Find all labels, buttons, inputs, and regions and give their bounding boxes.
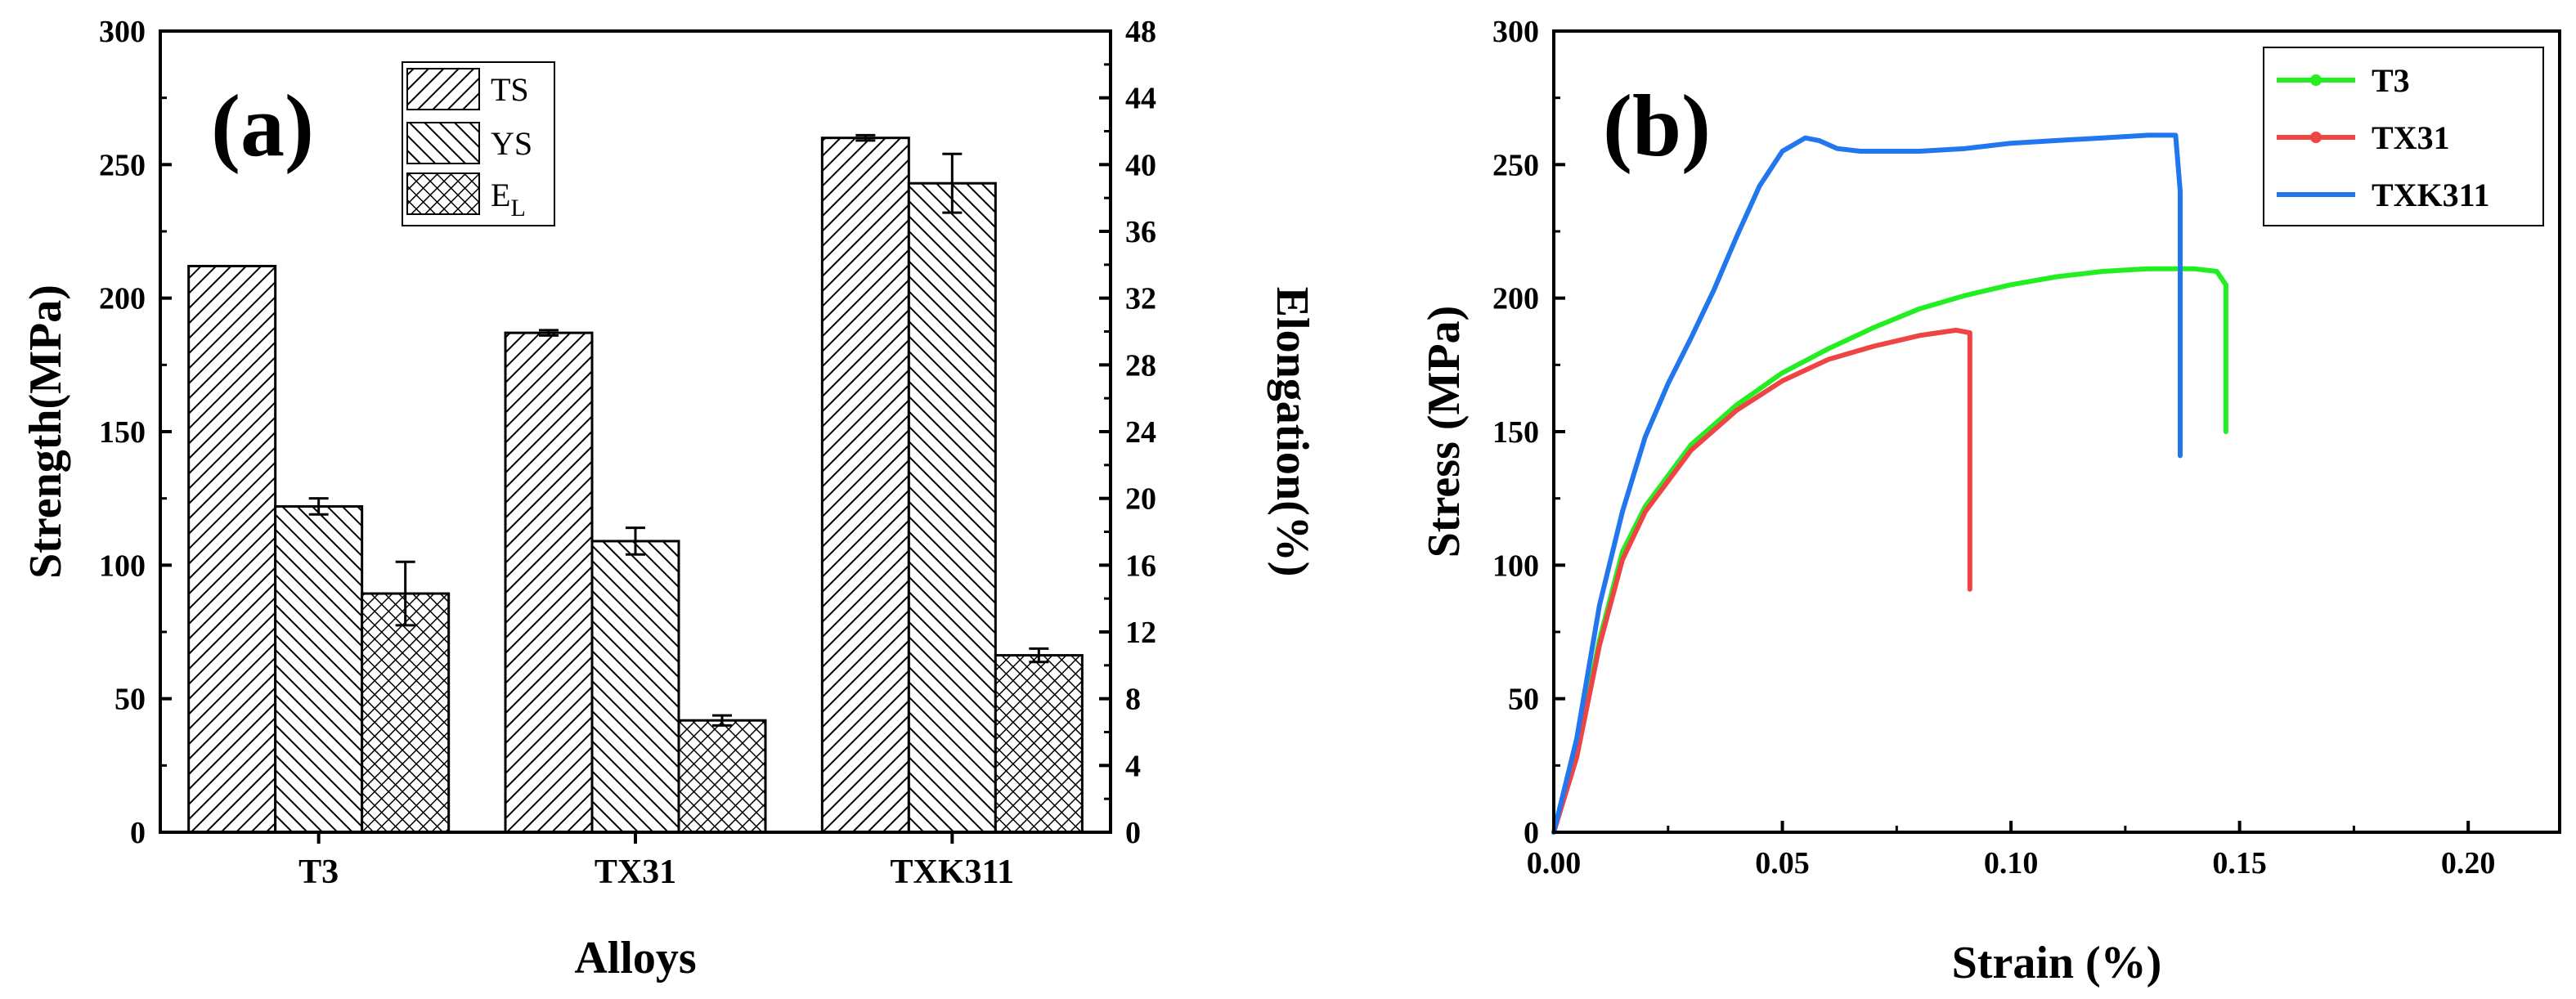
b-x-tick-label: 0.10	[1984, 846, 2039, 880]
legend-label-el-subscript: L	[510, 195, 525, 222]
legend-swatch-el	[406, 172, 480, 215]
bar-ys-txk311	[907, 181, 997, 834]
bar-ts-txk311	[820, 137, 910, 834]
legend-label-t3: T3	[2372, 62, 2410, 99]
a-right-tick-label: 24	[1125, 415, 1156, 450]
a-right-tick-label: 40	[1125, 148, 1156, 182]
curve-t3	[1551, 266, 2228, 835]
curve-txk311	[1551, 132, 2183, 835]
b-x-tick-label: 0.20	[2441, 846, 2496, 880]
bar-ts-tx31	[504, 331, 594, 834]
a-left-tick-label: 300	[99, 15, 146, 49]
a-left-tick-label: 200	[99, 282, 146, 316]
panel-a-error-bars	[308, 133, 1049, 727]
panel-a-category-axis: T3 TX31 TXK311	[298, 832, 1014, 891]
bar-el-tx31	[677, 719, 767, 834]
panel-a-legend: TS YS EL	[402, 61, 555, 226]
a-left-tick-label: 250	[99, 148, 146, 182]
a-category-label-tx31: TX31	[595, 853, 676, 891]
b-y-tick-label: 150	[1492, 415, 1539, 450]
b-x-tick-label: 0.00	[1527, 846, 1582, 880]
panel-b-y-axis: 0 50 100 150 200 250 300	[1492, 15, 1565, 850]
a-left-tick-label: 100	[99, 549, 146, 583]
panel-a-y2-axis-title: Elongation(%)	[1267, 287, 1317, 577]
panel-b-y-axis-title: Stress (MPa)	[1419, 306, 1470, 558]
legend-label-ys: YS	[491, 125, 532, 162]
a-right-tick-label: 16	[1125, 549, 1156, 583]
a-right-tick-label: 0	[1125, 816, 1141, 850]
bar-ys-tx31	[590, 540, 680, 834]
a-category-label-t3: T3	[298, 853, 339, 891]
a-right-tick-label: 32	[1125, 282, 1156, 316]
bar-ys-t3	[274, 504, 364, 834]
legend-marker-t3	[2310, 74, 2322, 86]
b-x-tick-label: 0.15	[2212, 846, 2267, 880]
legend-swatch-ys	[406, 122, 480, 164]
a-right-tick-label: 44	[1125, 82, 1156, 116]
b-x-tick-label: 0.05	[1755, 846, 1810, 880]
b-y-tick-label: 50	[1508, 683, 1539, 717]
bar-ts-t3	[187, 264, 277, 834]
legend-marker-tx31	[2310, 132, 2322, 143]
panel-a-x-axis-title: Alloys	[574, 933, 696, 983]
b-y-tick-label: 200	[1492, 282, 1539, 316]
a-left-tick-label: 150	[99, 415, 146, 450]
a-left-tick-label: 50	[114, 683, 146, 717]
a-right-tick-label: 4	[1125, 749, 1141, 783]
legend-label-el: EL	[491, 177, 526, 222]
b-y-tick-label: 100	[1492, 549, 1539, 583]
b-y-tick-label: 250	[1492, 148, 1539, 182]
b-y-tick-label: 0	[1524, 816, 1539, 850]
a-left-tick-label: 0	[130, 816, 146, 850]
legend-label-tx31: TX31	[2372, 119, 2450, 156]
panel-b-label: (b)	[1603, 78, 1711, 175]
panel-a-left-axis: 0 50 100 150 200 250 300	[99, 15, 172, 850]
a-right-tick-label: 20	[1125, 482, 1156, 517]
a-right-tick-label: 8	[1125, 683, 1141, 717]
panel-b-legend: T3 TX31 TXK311	[2263, 47, 2544, 226]
curve-tx31	[1551, 327, 1972, 835]
panel-a-label: (a)	[211, 78, 314, 175]
panel-a-y-axis-title: Strength(MPa)	[20, 284, 71, 579]
panel-b-curves	[1551, 132, 2228, 835]
bar-el-t3	[361, 592, 451, 834]
panel-a-bars	[187, 137, 1084, 834]
panel-b-x-axis-title: Strain (%)	[1952, 938, 2162, 988]
legend-label-el-main: E	[491, 177, 510, 213]
a-right-tick-label: 48	[1125, 15, 1156, 49]
a-right-tick-label: 12	[1125, 616, 1156, 650]
legend-swatch-ts	[406, 68, 480, 110]
bar-el-txk311	[994, 654, 1084, 834]
a-category-label-txk311: TXK311	[890, 853, 1014, 891]
legend-label-txk311: TXK311	[2372, 177, 2489, 213]
a-right-tick-label: 36	[1125, 215, 1156, 249]
b-y-tick-label: 300	[1492, 15, 1539, 49]
legend-label-ts: TS	[491, 71, 529, 108]
a-right-tick-label: 28	[1125, 348, 1156, 383]
panel-b-x-axis: 0.00 0.05 0.10 0.15 0.20	[1527, 821, 2496, 880]
